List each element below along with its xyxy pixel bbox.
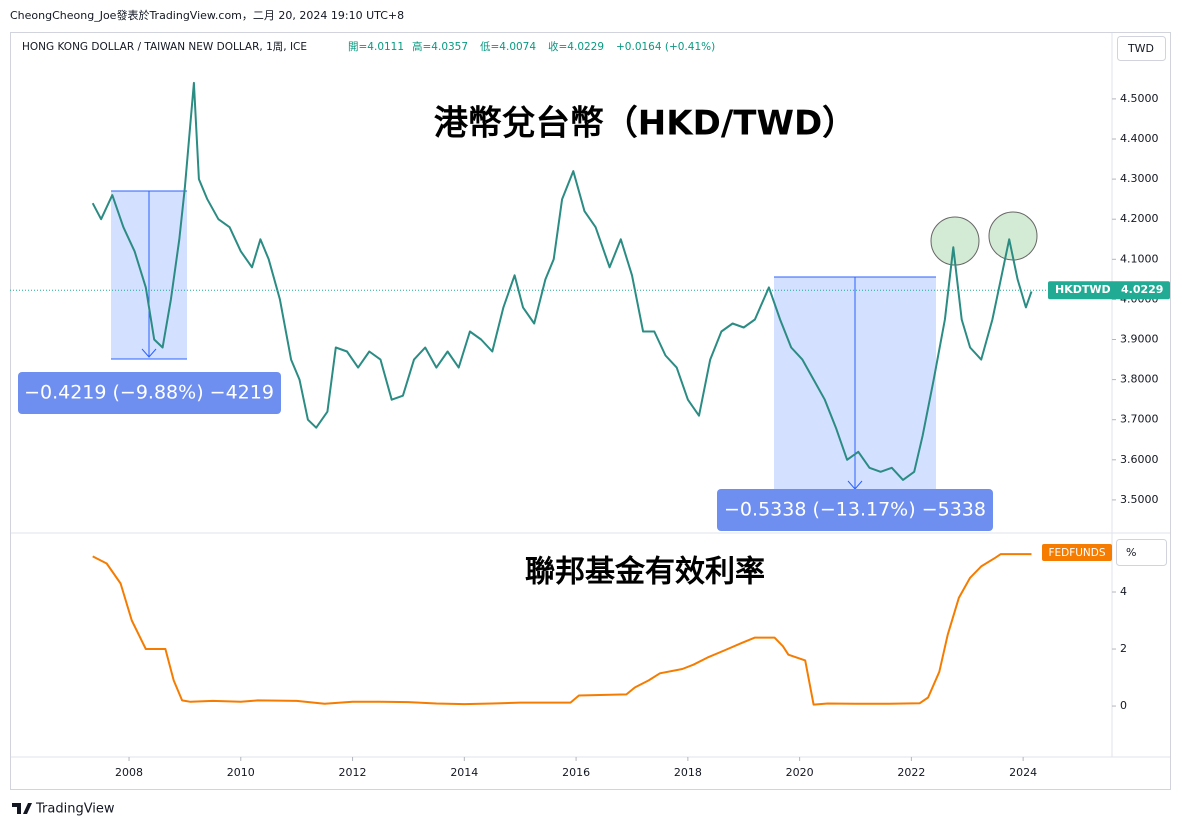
x-tick-label: 2014 <box>450 766 478 779</box>
y-tick-label: 4.5000 <box>1120 92 1159 105</box>
series-line <box>92 553 1032 706</box>
y-tick-label: 0 <box>1120 699 1127 712</box>
currency-button[interactable] <box>1117 36 1166 61</box>
unit-box <box>1116 539 1167 566</box>
symbol: HONG KONG DOLLAR / TAIWAN NEW DOLLAR, 1周… <box>22 41 307 53</box>
ohlc-open: 開=4.0111 <box>348 41 404 53</box>
chart-title: 聯邦基金有效利率 <box>525 555 765 590</box>
x-tick-label: 2022 <box>897 766 925 779</box>
y-tick-label: 3.6000 <box>1120 453 1159 466</box>
unit-label: % <box>1126 546 1136 559</box>
x-tick-label: 2016 <box>562 766 590 779</box>
series-tag <box>1042 544 1112 561</box>
author-line: CheongCheong_Joe發表於TradingView.com，二月 20… <box>10 8 404 22</box>
footer-brand: TradingView <box>35 802 115 817</box>
chart-title: 港幣兌台幣（HKD/TWD） <box>434 104 856 144</box>
y-tick-label: 4.3000 <box>1120 172 1159 185</box>
brand-logo <box>12 803 32 814</box>
y-tick-label: 2 <box>1120 642 1127 655</box>
x-tick-label: 2008 <box>115 766 143 779</box>
x-tick-label: 2012 <box>339 766 367 779</box>
y-tick-label: 3.5000 <box>1120 493 1159 506</box>
price-tag <box>1048 281 1170 300</box>
y-tick-label: 4 <box>1120 585 1127 598</box>
x-tick-label: 2024 <box>1009 766 1037 779</box>
measure-label-box <box>717 489 993 531</box>
measure-label: −0.4219 (−9.88%) −4219 <box>24 382 274 404</box>
y-tick-label: 3.9000 <box>1120 333 1159 346</box>
x-tick-label: 2018 <box>674 766 702 779</box>
series-line <box>91 81 1033 481</box>
series-tag-label: FEDFUNDS <box>1048 547 1105 559</box>
price-tag-symbol: HKDTWD <box>1055 283 1111 296</box>
y-tick-label: 4.2000 <box>1120 212 1159 225</box>
measure-arrow <box>141 191 157 358</box>
y-tick-label: 4.4000 <box>1120 132 1159 145</box>
y-tick-label: 3.7000 <box>1120 413 1159 426</box>
y-tick-label: 3.8000 <box>1120 373 1159 386</box>
currency[interactable]: TWD <box>1127 42 1154 55</box>
measure-label-box <box>18 372 281 414</box>
price-tag-value: 4.0229 <box>1121 283 1163 296</box>
x-tick-label: 2020 <box>786 766 814 779</box>
ohlc-change: +0.0164 (+0.41%) <box>616 41 715 53</box>
ohlc-close: 收=4.0229 <box>548 40 604 53</box>
ohlc-high: 高=4.0357 <box>412 40 468 53</box>
y-tick-label: 4.1000 <box>1120 252 1159 265</box>
ohlc-low: 低=4.0074 <box>480 40 536 53</box>
x-tick-label: 2010 <box>227 766 255 779</box>
measure-label: −0.5338 (−13.17%) −5338 <box>724 499 986 521</box>
